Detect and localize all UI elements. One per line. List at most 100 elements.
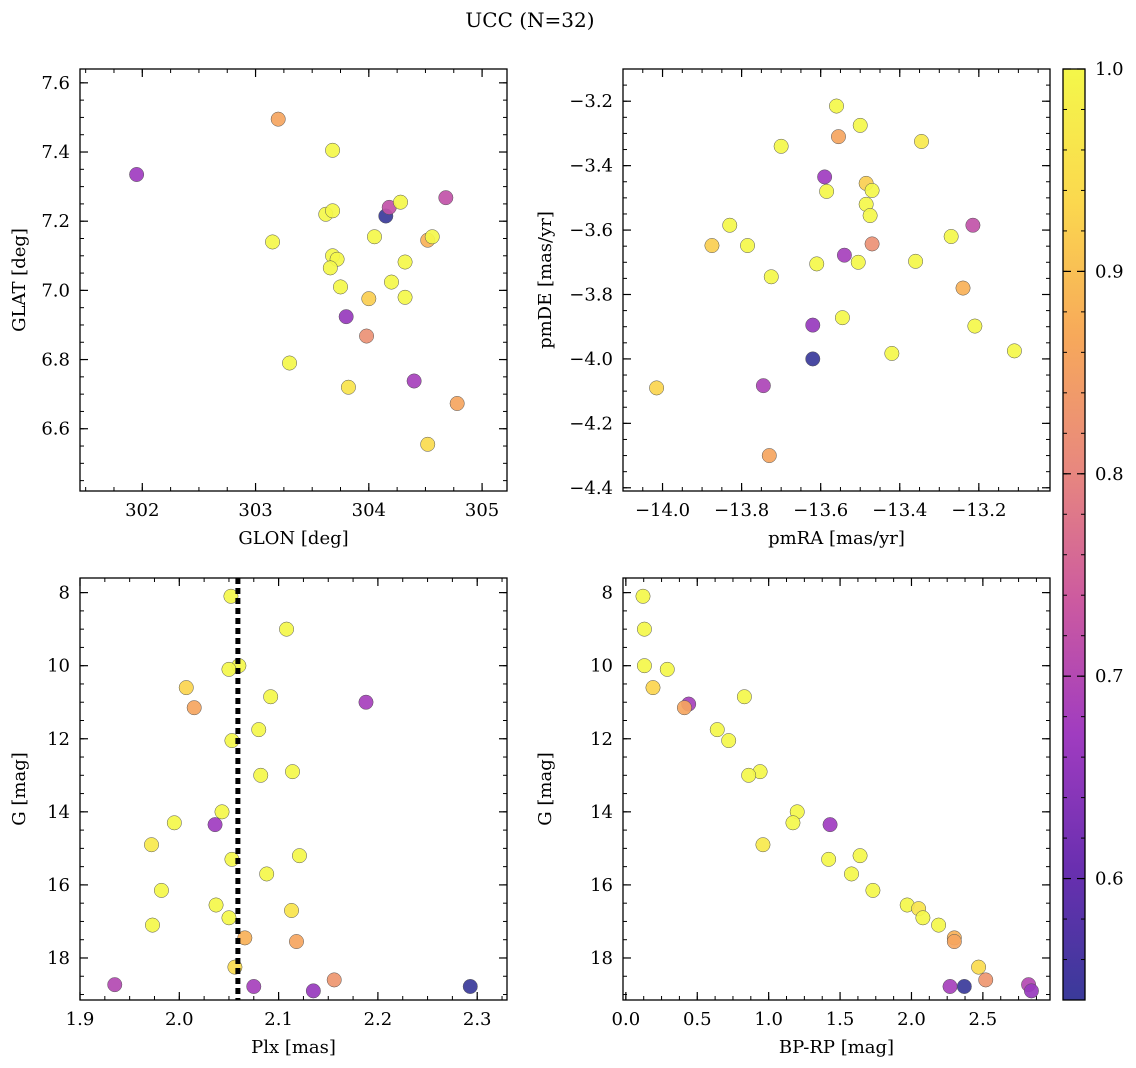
data-point [942,979,958,994]
data-point [829,98,844,114]
data-point [722,217,738,233]
data-point [186,700,202,716]
data-point [908,253,924,269]
y-tick-label: 14 [47,802,70,823]
data-point [956,979,972,994]
glon-glat-points [129,111,465,452]
data-point [284,903,299,918]
data-point [834,310,850,326]
plx-g-points [107,588,478,999]
data-point [741,767,757,783]
data-point [265,234,280,250]
data-point [943,229,959,244]
y-tick-label: −3.2 [569,91,613,112]
data-point [862,208,878,224]
data-point [946,934,962,949]
bprp-g-points [635,588,1039,999]
data-point [822,817,838,833]
data-point [424,229,440,245]
data-point [761,448,777,464]
data-point [978,972,994,988]
y-tick-label: 7.6 [41,73,70,94]
pmra-pmde-y-axis-label: pmDE [mas/yr] [535,211,556,349]
y-tick-label: 18 [590,948,613,969]
data-point [207,817,223,833]
glon-glat-x-axis-label: GLON [deg] [238,528,348,549]
data-point [736,689,752,705]
data-point [931,917,947,933]
data-point [785,815,801,831]
panel-bprp-g: 0.0 0.5 1.0 1.5 2.0 2.5 8 10 12 14 16 18 BP-RP [mag]… [535,577,1051,1058]
data-point [965,217,981,233]
data-point [755,378,771,394]
data-point [649,380,665,396]
glon-glat-y-axis-label: GLAT [deg] [9,228,30,332]
x-tick-label: 2.5 [969,1009,998,1030]
data-point [676,700,692,716]
data-point [285,764,300,780]
x-tick-label: −13.6 [793,500,848,521]
data-point [836,247,852,263]
data-point [850,254,866,270]
data-point [178,680,194,696]
y-tick-label: −4.4 [569,478,613,499]
data-point [361,291,377,307]
plx-g-x-axis-label: Plx [mas] [251,1037,336,1058]
data-point [325,203,341,219]
bprp-g-x-axis-label: BP-RP [mag] [779,1037,894,1058]
x-tick-label: 1.5 [826,1009,855,1030]
data-point [659,661,675,677]
glon-glat-axes-frame [79,68,508,492]
x-tick-label: 1.9 [66,1009,95,1030]
data-point [438,190,454,206]
data-point [397,254,413,270]
x-tick-label: 1.0 [754,1009,783,1030]
colorbar-tick-label: 1.0 [1095,59,1124,80]
data-point [253,767,269,783]
data-point [865,882,881,898]
data-point [214,804,230,820]
colorbar-tick-label: 0.8 [1095,464,1124,485]
colorbar-tick-label: 0.7 [1095,666,1124,687]
data-point [326,972,342,988]
bprp-g-minor-ticks [623,578,1050,1000]
data-point [282,355,297,371]
y-tick-label: 16 [47,875,70,896]
pmra-pmde-axes-frame [622,68,1051,492]
x-tick-label: 302 [125,500,159,521]
data-point [635,588,651,604]
data-point [740,238,755,253]
data-point [844,866,859,882]
data-point [864,236,880,252]
x-tick-label: 2.0 [897,1009,926,1030]
data-point [821,851,837,867]
data-point [805,351,821,367]
x-tick-label: 0.0 [612,1009,641,1030]
data-point [367,229,382,245]
data-point [955,280,971,296]
x-tick-label: −14.0 [635,500,690,521]
data-point [292,848,307,864]
data-point [809,256,825,272]
y-tick-label: 8 [602,583,613,604]
data-point [322,260,338,276]
data-point [397,289,413,305]
data-point [129,167,145,182]
y-tick-label: −3.6 [569,220,613,241]
data-point [221,910,237,926]
x-tick-label: −13.4 [872,500,927,521]
data-point [636,658,652,674]
data-point [462,979,478,994]
data-point [359,328,375,344]
pmra-pmde-points [649,98,1022,464]
data-point [831,129,846,145]
data-point [223,588,239,604]
data-point [645,680,661,696]
data-point [755,837,771,853]
data-point [721,733,737,749]
glon-glat-minor-ticks [80,69,507,491]
data-point [333,279,348,295]
data-point [145,917,160,933]
data-point [289,934,304,949]
data-point [852,848,868,864]
